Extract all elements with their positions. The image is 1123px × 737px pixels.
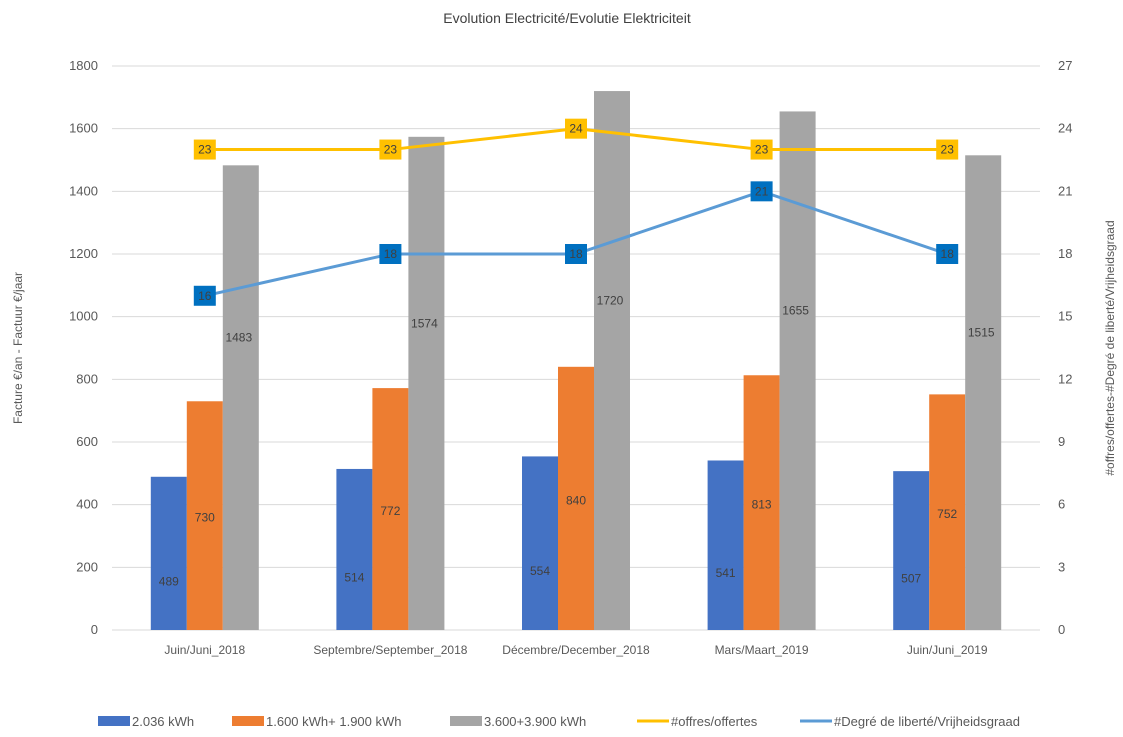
x-tick-label: Mars/Maart_2019 [715,643,809,657]
bar-data-label: 840 [566,493,586,507]
line-point-label: 18 [569,247,583,261]
x-tick-label: Juin/Juni_2018 [164,643,245,657]
series-line [204,189,948,298]
y-tick-label-left: 1000 [69,309,98,324]
bar [707,460,744,630]
line-point-marker [750,139,773,160]
bar-data-label: 1483 [225,331,252,345]
bar-data-label: 541 [716,566,736,580]
legend-swatch [450,716,482,726]
axes: 0 200 400 600 800 1000 1200 1400 1600 1800 0 3 6 9 12 1… [69,58,1072,657]
y-tick-label-left: 800 [76,371,98,386]
line-point-marker [565,244,587,264]
line-point-label: 23 [198,143,212,157]
bar [779,111,816,630]
y-tick-label-right: 12 [1058,371,1072,386]
x-tick-label: Juin/Juni_2019 [907,643,988,657]
line-point-marker [750,181,773,202]
legend-label: 2.036 kWh [132,714,194,729]
bar [893,471,930,630]
bar-data-label: 507 [901,572,921,586]
y-tick-label-left: 1800 [69,58,98,73]
legend-label: 3.600+3.900 kWh [484,714,586,729]
line-point-marker [379,244,402,264]
y-tick-label-right: 6 [1058,497,1065,512]
bar-data-label: 1655 [782,304,809,318]
bar [150,476,187,630]
y-tick-label-left: 0 [91,622,98,637]
line-point-label: 23 [384,143,398,157]
bar [558,366,594,630]
y-tick-label-left: 1400 [69,183,98,198]
bar [929,394,966,630]
line-point-label: 21 [755,184,769,198]
line-point-label: 16 [198,289,212,303]
y-tick-label-right: 3 [1058,559,1065,574]
y-axis-left-title: Facture €/an - Factuur €/jaar [11,272,25,424]
y-tick-label-left: 1200 [69,246,98,261]
legend-label: #Degré de liberté/Vrijheidsgraad [834,714,1020,729]
y-axis-right-title: #offres/offertes-#Degré de liberté/Vrijh… [1103,220,1117,475]
bar [336,468,373,630]
legend-label: 1.600 kWh+ 1.900 kWh [266,714,402,729]
line-point-marker [193,139,216,160]
y-tick-label-left: 200 [76,559,98,574]
line-point-marker [565,118,587,139]
line-point-label: 23 [941,143,955,157]
bar-data-label: 554 [530,564,550,578]
y-tick-label-left: 400 [76,497,98,512]
line-point-label: 24 [569,122,583,136]
y-tick-label-right: 0 [1058,622,1065,637]
line-group: 23 23 24 23 23 16 18 18 21 18 [193,118,959,306]
y-tick-label-right: 9 [1058,434,1065,449]
bar-data-label: 1574 [411,316,438,330]
y-tick-label-right: 18 [1058,246,1072,261]
bar [408,136,445,630]
chart-title: Evolution Electricité/Evolutie Elektrici… [443,10,691,26]
y-tick-label-right: 27 [1058,58,1072,73]
bar-data-label: 489 [159,574,179,588]
bar-data-label: 730 [195,511,215,525]
line-point-label: 18 [941,247,955,261]
bar [372,388,409,630]
legend-swatch [232,716,264,726]
bar-data-label: 1720 [597,294,624,308]
bar-data-label: 752 [937,507,957,521]
legend-swatch [98,716,130,726]
bar [743,375,780,630]
legend: 2.036 kWh 1.600 kWh+ 1.900 kWh 3.600+3.900… [98,714,1020,729]
bar-data-label: 772 [380,504,400,518]
line-point-label: 18 [384,247,398,261]
bar [222,165,259,630]
line-point-marker [936,139,959,160]
legend-label: #offres/offertes [671,714,758,729]
bar-data-label: 813 [752,498,772,512]
bar [522,456,558,630]
line-point-marker [193,285,216,306]
y-tick-label-right: 15 [1058,309,1072,324]
y-tick-label-right: 21 [1058,183,1072,198]
x-tick-label: Septembre/September_2018 [313,643,467,657]
bar-data-label: 514 [344,570,364,584]
y-tick-label-left: 1600 [69,121,98,136]
bar-data-label: 1515 [968,326,995,340]
bar [594,91,630,631]
bar [965,155,1002,631]
bar [186,401,223,630]
x-tick-label: Décembre/December_2018 [502,643,650,657]
line-point-label: 23 [755,143,769,157]
bar-group: 489 514 554 541 507 730 772 840 813 752 1483 1574 17… [150,91,1002,631]
y-tick-label-right: 24 [1058,121,1072,136]
line-point-marker [379,139,402,160]
y-tick-label-left: 600 [76,434,98,449]
line-point-marker [936,244,959,264]
